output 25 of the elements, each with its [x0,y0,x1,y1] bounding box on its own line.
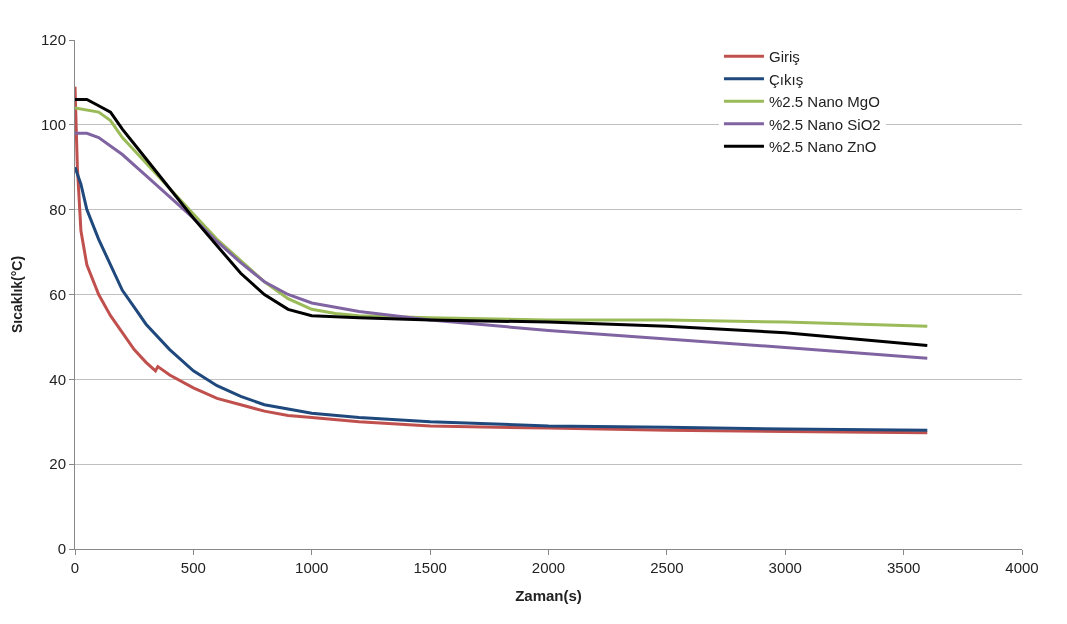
x-tick-label: 3000 [768,559,802,576]
x-tick-label: 4000 [1005,559,1039,576]
y-tick-label: 60 [49,285,66,303]
x-tick-label: 0 [70,559,80,576]
legend-label: %2.5 Nano SiO2 [768,115,881,133]
line-series [75,165,929,432]
y-tick-label: 80 [49,200,66,218]
x-tick-label: 1500 [413,559,447,576]
y-tick-label: 0 [57,540,66,558]
x-tick-label: 1000 [295,559,329,576]
x-tick-label: 500 [180,559,206,576]
legend-label: %2.5 Nano ZnO [768,138,877,156]
x-tick-label: 2500 [650,559,684,576]
legend-label: %2.5 Nano MgO [768,93,880,111]
y-tick-label: 20 [49,455,66,473]
y-tick-label: 40 [49,370,66,388]
x-tick-label: 3500 [886,559,921,576]
y-tick-label: 100 [40,116,66,134]
x-axis-title: Zaman(s) [515,587,582,604]
legend-label: Giriş [768,48,800,66]
x-tick-label: 2000 [531,559,566,576]
line-series [75,131,929,360]
y-tick-label: 120 [40,31,66,49]
legend-label: Çıkış [768,70,804,88]
y-axis-title: Sıcaklık(°C) [8,255,25,334]
